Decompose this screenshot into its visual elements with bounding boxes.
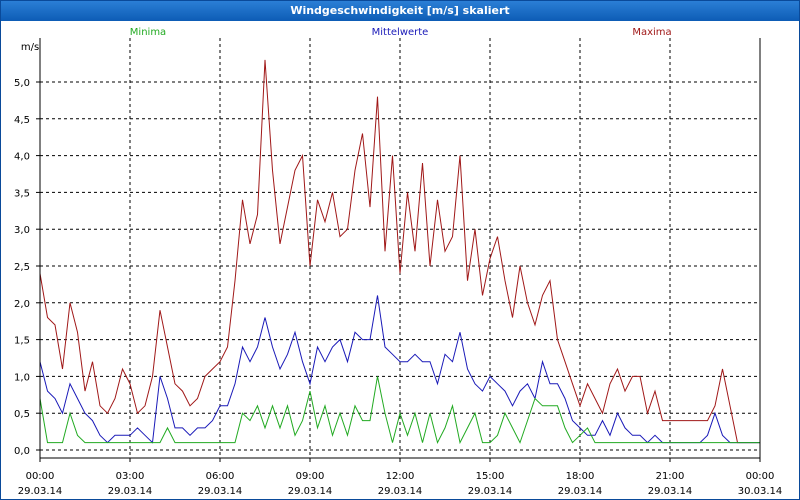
x-tick-time-label: 06:00 — [206, 471, 235, 482]
series-line-mittelwerte — [39, 295, 760, 444]
x-tick-time-label: 18:00 — [566, 471, 595, 482]
y-tick-label: 5,0 — [14, 78, 30, 89]
x-tick-time-label: 21:00 — [656, 471, 685, 482]
x-tick-time-label: 15:00 — [476, 471, 505, 482]
x-tick-date-label: 29.03.14 — [198, 486, 243, 497]
x-tick-time-label: 09:00 — [296, 471, 325, 482]
y-tick-label: 4,0 — [14, 152, 30, 163]
y-tick-label: 2,0 — [14, 299, 30, 310]
x-tick-time-label: 03:00 — [116, 471, 145, 482]
y-tick-label: 1,0 — [14, 372, 30, 383]
series-line-minima — [39, 376, 760, 445]
x-tick-time-label: 12:00 — [386, 471, 415, 482]
y-tick-label: 3,0 — [14, 225, 30, 236]
series-line-maxima — [39, 59, 760, 444]
x-tick-date-label: 29.03.14 — [558, 486, 603, 497]
x-tick-date-label: 29.03.14 — [18, 486, 63, 497]
legend-entry-minima: Minima — [130, 27, 166, 38]
y-tick-label: 3,5 — [14, 188, 30, 199]
legend-entry-mittelwerte: Mittelwerte — [372, 27, 429, 38]
x-tick-time-label: 00:00 — [746, 471, 775, 482]
x-tick-date-label: 30.03.14 — [738, 486, 783, 497]
x-tick-time-label: 00:00 — [26, 471, 55, 482]
x-tick-date-label: 29.03.14 — [288, 486, 333, 497]
x-tick-date-label: 29.03.14 — [378, 486, 423, 497]
x-tick-date-label: 29.03.14 — [468, 486, 513, 497]
window-title: Windgeschwindigkeit [m/s] skaliert — [1, 1, 799, 21]
y-tick-label: 2,5 — [14, 262, 30, 273]
x-tick-date-label: 29.03.14 — [648, 486, 693, 497]
y-tick-label: 0,0 — [14, 446, 30, 457]
y-tick-label: 4,5 — [14, 115, 30, 126]
legend-entry-maxima: Maxima — [632, 27, 671, 38]
x-tick-date-label: 29.03.14 — [108, 486, 153, 497]
y-axis-label: m/s — [21, 42, 39, 53]
y-tick-label: 1,5 — [14, 336, 30, 347]
y-tick-label: 0,5 — [14, 409, 30, 420]
